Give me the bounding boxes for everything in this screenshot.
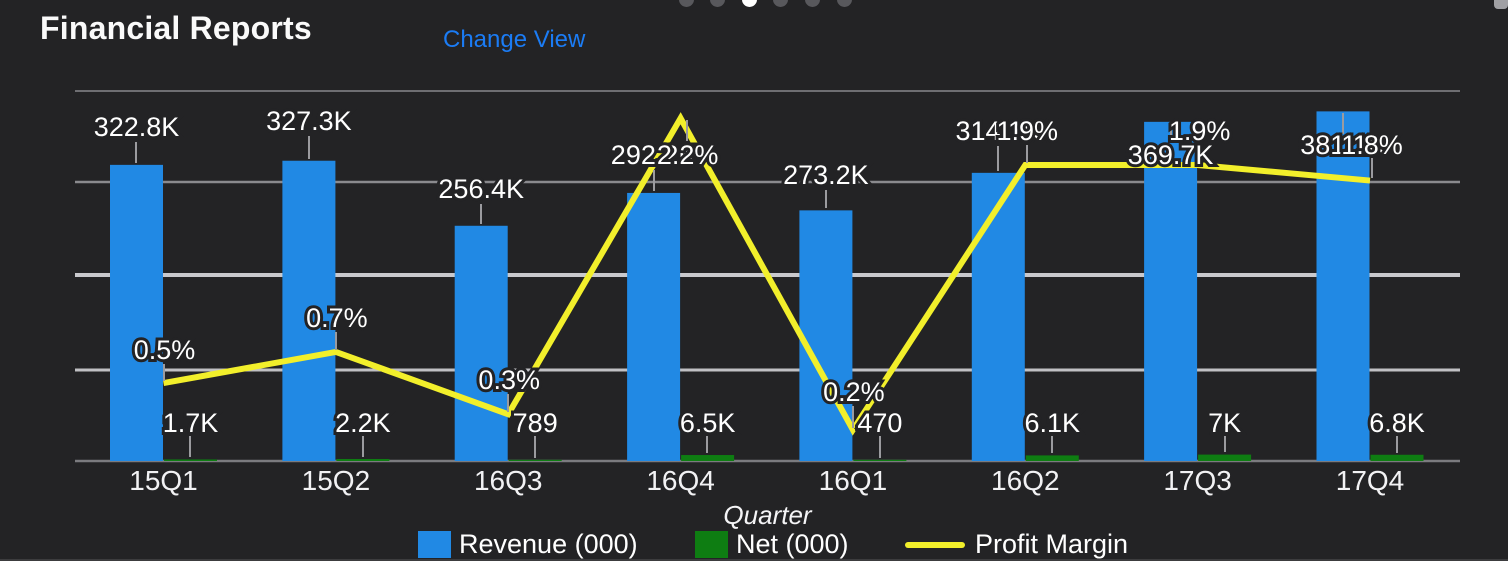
profit-margin-line-icon: [905, 541, 965, 548]
margin-label-16Q1: 0.2%: [823, 377, 885, 407]
legend-label-revenue: Revenue (000): [459, 529, 638, 559]
chart-legend: Revenue (000) Net (000) Profit Margin: [0, 528, 1508, 561]
page-dot[interactable]: [710, 0, 726, 7]
revenue-label-15Q1: 322.8K: [94, 112, 180, 142]
margin-label-16Q2: 1.9%: [997, 116, 1059, 146]
revenue-bar-16Q2[interactable]: [971, 172, 1025, 461]
x-tick-label-16Q4: 16Q4: [646, 465, 715, 496]
margin-label-17Q4: 1.8%: [1341, 130, 1403, 160]
x-axis-title: Quarter: [723, 500, 812, 530]
net-label-16Q4: 6.5K: [680, 408, 736, 438]
revenue-label-17Q3: 369.7K: [1128, 140, 1214, 170]
net-label-15Q2: 2.2K: [335, 408, 391, 438]
legend-label-net: Net (000): [736, 529, 849, 559]
revenue-bar-17Q4[interactable]: [1316, 111, 1370, 462]
revenue-bar-16Q1[interactable]: [799, 210, 853, 461]
net-bar-17Q4[interactable]: [1370, 454, 1424, 461]
revenue-swatch-icon: [418, 531, 451, 558]
x-tick-label-15Q1: 15Q1: [129, 465, 198, 496]
change-view-link[interactable]: Change View: [443, 26, 586, 53]
net-bar-17Q3[interactable]: [1198, 454, 1252, 461]
revenue-bar-15Q2[interactable]: [282, 160, 336, 461]
legend-item-net[interactable]: Net (000): [695, 528, 849, 561]
x-tick-label-17Q4: 17Q4: [1336, 465, 1405, 496]
x-tick-label-16Q1: 16Q1: [819, 465, 888, 496]
x-tick-label-15Q2: 15Q2: [302, 465, 371, 496]
page-dot[interactable]: [678, 0, 694, 7]
legend-item-revenue[interactable]: Revenue (000): [418, 528, 638, 561]
x-tick-label-17Q3: 17Q3: [1163, 465, 1232, 496]
revenue-bar-17Q3[interactable]: [1144, 121, 1198, 461]
net-bar-15Q2[interactable]: [336, 458, 390, 461]
revenue-bar-15Q1[interactable]: [110, 164, 163, 461]
scrollbar-thumb[interactable]: [1494, 0, 1508, 9]
margin-label-16Q4: 2.2%: [657, 140, 719, 170]
x-tick-label-16Q3: 16Q3: [474, 465, 543, 496]
net-bar-16Q2[interactable]: [1025, 455, 1079, 461]
net-label-16Q1: 470: [857, 408, 902, 438]
net-bar-16Q4[interactable]: [681, 455, 735, 461]
page-title: Financial Reports: [40, 10, 312, 46]
revenue-label-16Q4: 292.2K: [611, 140, 697, 170]
net-label-17Q4: 6.8K: [1369, 408, 1425, 438]
margin-label-16Q3: 0.3%: [478, 365, 540, 395]
revenue-label-17Q4: 381.1K: [1300, 130, 1386, 160]
net-swatch-icon: [695, 531, 728, 558]
net-bar-15Q1[interactable]: [164, 459, 217, 461]
page-dot-active[interactable]: [741, 0, 757, 7]
profit-margin-line[interactable]: [162, 112, 1371, 436]
net-label-16Q3: 789: [513, 408, 558, 438]
revenue-label-16Q2: 314.1K: [956, 116, 1042, 146]
revenue-label-16Q3: 256.4K: [438, 174, 524, 204]
revenue-label-15Q2: 327.3K: [266, 106, 352, 136]
revenue-bar-16Q3[interactable]: [454, 225, 508, 461]
page-dot[interactable]: [836, 0, 852, 7]
revenue-bar-16Q4[interactable]: [627, 192, 681, 461]
margin-label-15Q2: 0.7%: [306, 303, 368, 333]
margin-label-17Q3: 1.9%: [1169, 116, 1231, 146]
revenue-label-16Q1: 273.2K: [783, 160, 869, 190]
bottom-divider: [0, 559, 1508, 561]
x-tick-label-16Q2: 16Q2: [991, 465, 1060, 496]
legend-label-profit-margin: Profit Margin: [975, 529, 1129, 559]
margin-label-15Q1: 0.5%: [134, 335, 196, 365]
net-label-17Q3: 7K: [1208, 408, 1241, 438]
net-bar-16Q3[interactable]: [508, 459, 562, 461]
net-label-16Q2: 6.1K: [1025, 408, 1081, 438]
net-bar-16Q1[interactable]: [853, 459, 907, 461]
page-dot[interactable]: [773, 0, 789, 7]
legend-item-profit-margin[interactable]: Profit Margin: [905, 528, 1128, 561]
net-label-15Q1: 1.7K: [163, 408, 219, 438]
page-dot[interactable]: [804, 0, 820, 7]
